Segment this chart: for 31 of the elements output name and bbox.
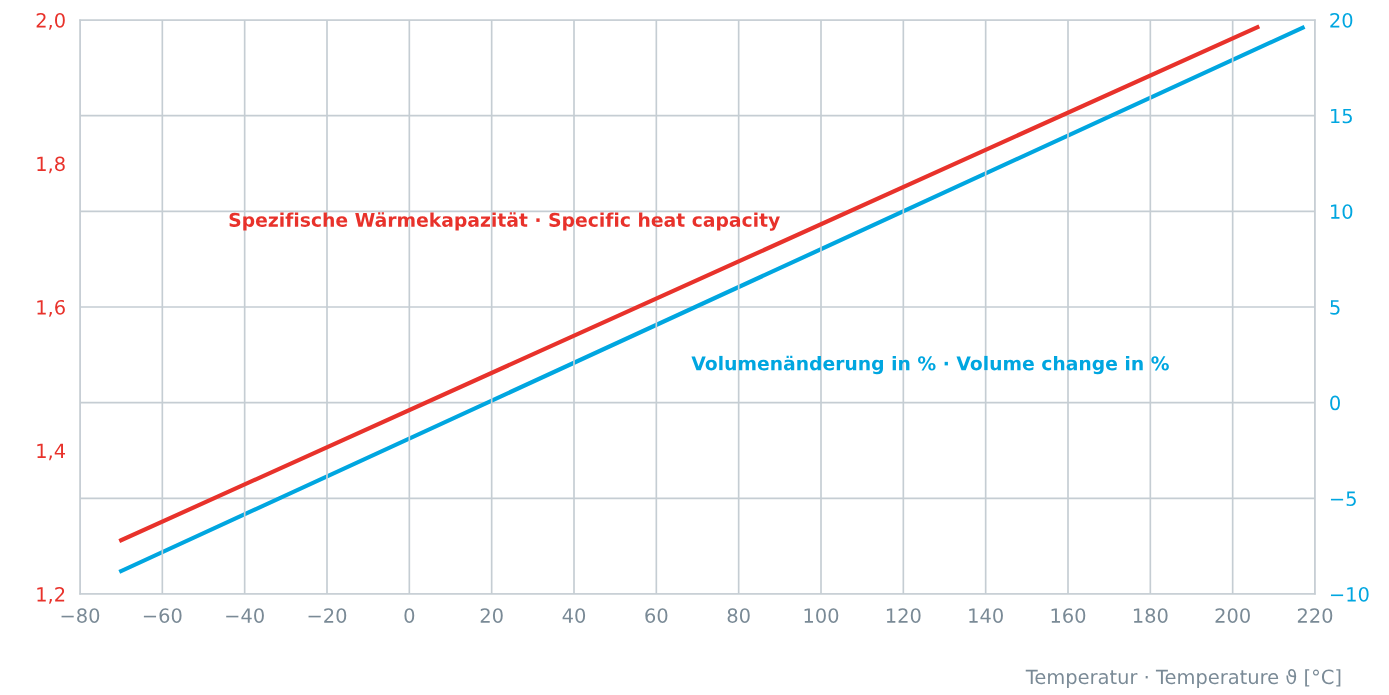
x-tick-label: 140 bbox=[969, 608, 1003, 623]
x-tick-label: 20 bbox=[480, 608, 503, 623]
y2-tick-label: 15 bbox=[1331, 108, 1352, 124]
x-tick-label: 0 bbox=[404, 608, 415, 623]
x-tick-label: 160 bbox=[1051, 608, 1086, 623]
y2-tick-label: 10 bbox=[1331, 204, 1353, 219]
x-tick-label: 40 bbox=[562, 608, 586, 623]
y2-tick-label: −10 bbox=[1330, 586, 1369, 602]
x-axis-title: Temperatur · Temperature ϑ [°C] bbox=[1025, 669, 1341, 688]
x-tick-label: 100 bbox=[804, 608, 839, 623]
x-tick-label: −60 bbox=[143, 608, 182, 623]
y2-tick-label: 20 bbox=[1330, 12, 1353, 28]
y2-tick-label: 5 bbox=[1330, 300, 1340, 315]
y-tick-label: 1,6 bbox=[37, 299, 65, 317]
text: Volumenänderung in % · Volume change in % bbox=[691, 355, 1169, 375]
x-tick-label: −20 bbox=[308, 608, 347, 623]
x-tick-label: 200 bbox=[1215, 608, 1250, 623]
y-tick-label: 2,0 bbox=[36, 12, 65, 30]
y-tick-label: 1,2 bbox=[37, 586, 65, 604]
x-tick-label: 180 bbox=[1133, 608, 1168, 623]
y-tick-label: 1,4 bbox=[37, 443, 66, 461]
x-tick-label: −80 bbox=[61, 608, 100, 623]
y2-tick-label: −5 bbox=[1330, 491, 1356, 506]
y2-tick-label: 0 bbox=[1330, 395, 1340, 411]
y-tick-label: 1,8 bbox=[37, 156, 65, 174]
x-tick-label: 220 bbox=[1297, 608, 1333, 623]
x-tick-label: 60 bbox=[645, 608, 668, 623]
x-tick-label: 120 bbox=[886, 608, 921, 623]
series-label: Spezifische Wärmekapazität · Specific heat capacity bbox=[229, 212, 780, 231]
x-tick-label: 80 bbox=[727, 608, 750, 623]
x-tick-label: −40 bbox=[226, 608, 264, 623]
